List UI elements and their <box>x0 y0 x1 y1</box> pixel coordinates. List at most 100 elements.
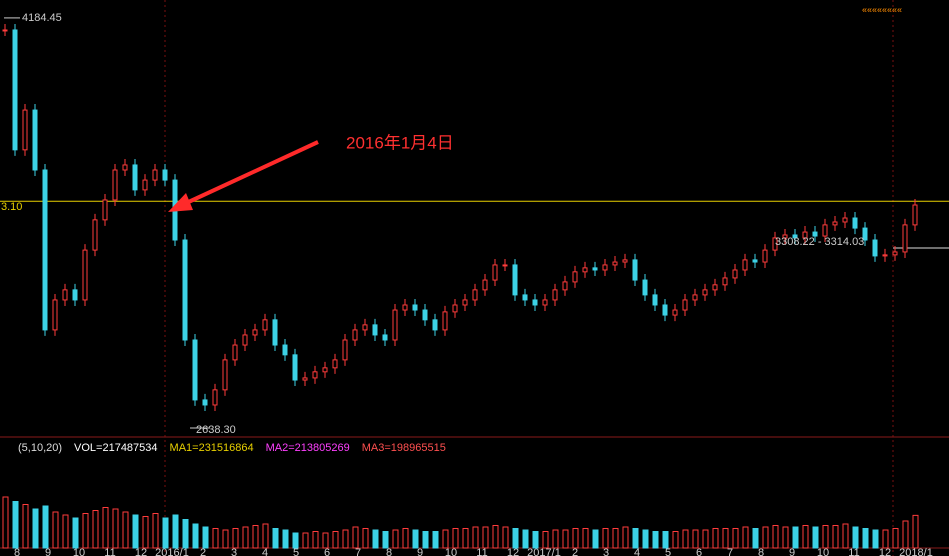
volume-bar <box>252 525 259 549</box>
x-tick-label: 9 <box>417 547 423 556</box>
volume-bar <box>712 528 719 549</box>
volume-bar <box>772 525 779 549</box>
volume-bar <box>2 496 9 549</box>
volume-bar <box>692 529 699 549</box>
volume-bar <box>412 529 419 549</box>
candle <box>62 289 68 301</box>
candle <box>142 179 148 191</box>
candle <box>42 169 48 331</box>
candle <box>132 164 138 191</box>
candle <box>192 339 198 401</box>
volume-bar <box>912 514 919 549</box>
volume-bar <box>852 526 859 549</box>
candle <box>52 299 58 331</box>
x-tick-label: 12 <box>879 547 891 556</box>
range-label: 3308.22 - 3314.03 <box>775 236 864 248</box>
volume-bar <box>902 520 909 549</box>
candle <box>332 359 338 369</box>
candle <box>312 371 318 379</box>
volume-bar <box>812 526 819 549</box>
volume-bar <box>232 528 239 549</box>
volume-bar <box>612 528 619 549</box>
volume-bar <box>762 526 769 549</box>
x-tick-label: 3 <box>231 547 237 556</box>
volume-bar <box>402 528 409 549</box>
x-tick-label: 6 <box>324 547 330 556</box>
volume-bar <box>192 523 199 549</box>
candle <box>122 164 128 171</box>
volume-bar <box>732 528 739 549</box>
x-tick-label: 2018/1 <box>899 547 933 556</box>
volume-bar <box>472 526 479 549</box>
candle <box>722 277 728 286</box>
candle <box>152 169 158 181</box>
volume-bar <box>502 526 509 549</box>
candle <box>2 29 8 32</box>
candle <box>912 204 918 226</box>
x-tick-label: 4 <box>634 547 640 556</box>
candle <box>352 329 358 341</box>
candle <box>792 234 798 239</box>
candle <box>452 304 458 313</box>
candle <box>652 294 658 306</box>
candle <box>382 334 388 341</box>
volume-header: (5,10,20) <box>18 442 62 454</box>
volume-bar <box>342 529 349 549</box>
candle <box>242 334 248 346</box>
volume-bar <box>132 514 139 549</box>
x-tick-label: 5 <box>293 547 299 556</box>
candle <box>692 294 698 301</box>
volume-bar <box>752 528 759 549</box>
volume-bar <box>512 528 519 549</box>
volume-bar <box>302 532 309 549</box>
candle <box>532 299 538 306</box>
candle <box>622 259 628 263</box>
candle <box>372 324 378 336</box>
volume-bar <box>62 514 69 549</box>
x-tick-label: 7 <box>355 547 361 556</box>
volume-bar <box>892 528 899 549</box>
candle <box>612 261 618 266</box>
x-tick-label: 4 <box>262 547 268 556</box>
volume-bar <box>832 525 839 549</box>
low-label: 2638.30 <box>196 424 236 436</box>
candle <box>442 311 448 331</box>
volume-bar <box>592 529 599 549</box>
candle <box>462 299 468 306</box>
candle <box>402 304 408 311</box>
candle <box>682 299 688 311</box>
candle <box>802 231 808 239</box>
volume-bar <box>792 526 799 549</box>
volume-bar <box>632 528 639 549</box>
candle <box>842 217 848 223</box>
volume-bar <box>672 531 679 549</box>
candle <box>492 264 498 281</box>
x-tick-label: 2017/1 <box>527 547 561 556</box>
volume-bar <box>722 528 729 549</box>
x-tick-label: 12 <box>135 547 147 556</box>
candle <box>832 221 838 226</box>
volume-bar <box>822 525 829 549</box>
callout-arrow <box>181 140 319 207</box>
x-tick-label: 5 <box>665 547 671 556</box>
candle <box>522 294 528 301</box>
candle <box>432 319 438 331</box>
candle <box>772 237 778 251</box>
x-tick-label: 2 <box>200 547 206 556</box>
candle <box>812 231 818 237</box>
volume-bar <box>172 514 179 549</box>
candle <box>422 309 428 321</box>
candle <box>662 304 668 316</box>
volume-bar <box>662 531 669 549</box>
volume-bar <box>152 513 159 549</box>
candle <box>562 281 568 291</box>
volume-bar <box>212 528 219 549</box>
candle <box>702 289 708 296</box>
candle <box>892 251 898 256</box>
volume-bar <box>322 532 329 549</box>
scroll-icon: «««««««« <box>862 4 902 14</box>
candle <box>262 319 268 331</box>
candle <box>302 377 308 381</box>
volume-bar <box>392 529 399 549</box>
